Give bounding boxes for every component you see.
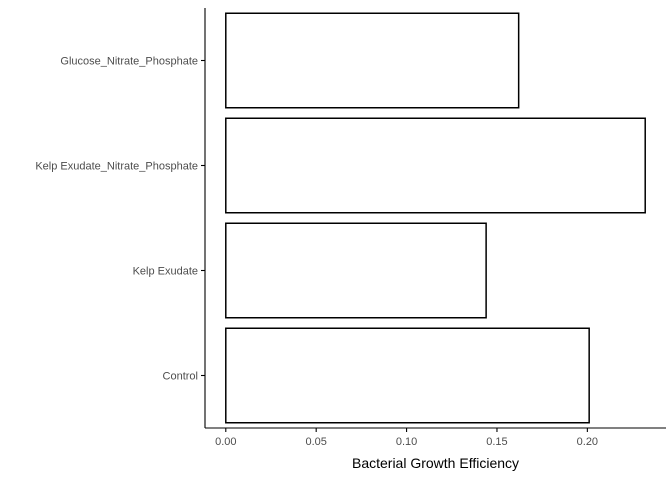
bar-kelp-exudate-nitrate-phosphate [225, 117, 646, 214]
bar-kelp-exudate [225, 222, 487, 319]
bars-layer [225, 12, 646, 424]
x-tick-label: 0.10 [396, 436, 417, 448]
y-tick-label: Control [163, 371, 198, 383]
x-axis-title: Bacterial Growth Efficiency [352, 455, 519, 471]
x-tick-label: 0.00 [215, 436, 236, 448]
x-tick-label: 0.15 [486, 436, 507, 448]
y-tick-label: Glucose_Nitrate_Phosphate [60, 56, 198, 68]
y-tick-label: Kelp Exudate [133, 266, 198, 278]
x-tick-label: 0.20 [577, 436, 598, 448]
x-tick-label: 0.05 [305, 436, 326, 448]
y-tick-label: Kelp Exudate_Nitrate_Phosphate [35, 161, 198, 173]
x-axis-ticks: 0.00 0.05 0.10 0.15 0.20 [215, 428, 598, 448]
y-axis-ticks: Control Kelp Exudate Kelp Exudate_Nitrate_… [35, 56, 205, 383]
bar-glucose-nitrate-phosphate [225, 12, 520, 109]
bar-control [225, 327, 590, 424]
